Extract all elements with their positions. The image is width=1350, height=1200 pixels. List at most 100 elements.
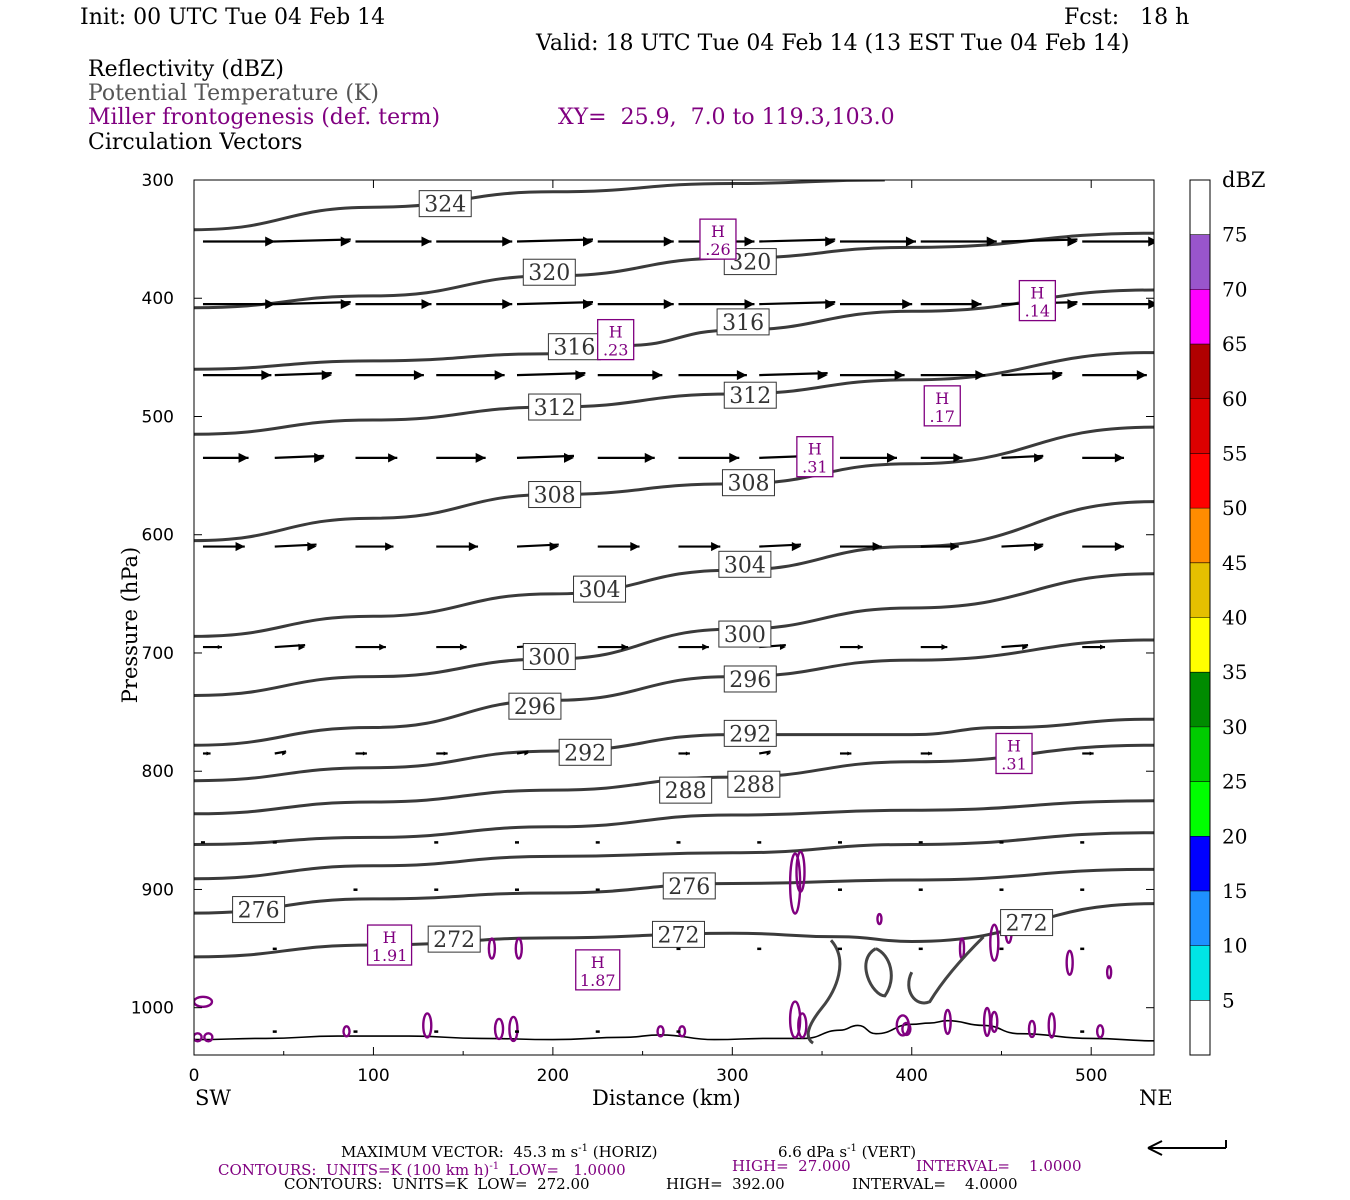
frontogenesis-max-label: H.17 xyxy=(923,385,961,427)
svg-text:276: 276 xyxy=(238,899,280,924)
wind-vector xyxy=(597,541,640,552)
wind-vector-stub xyxy=(918,841,923,844)
footer-max-vector-vert: 6.6 dPa s-1 (VERT) xyxy=(778,1143,917,1161)
wind-vector xyxy=(436,236,513,247)
footer-contours-theta-high: HIGH= 392.00 xyxy=(666,1175,785,1193)
wind-vector xyxy=(759,541,802,552)
y-tick-label: 700 xyxy=(142,644,174,664)
colorbar-segment xyxy=(1190,508,1210,563)
wind-vector-stub xyxy=(272,841,277,844)
colorbar-segment xyxy=(1190,234,1210,290)
field-reflectivity: Reflectivity (dBZ) xyxy=(88,57,284,82)
isentrope-288 xyxy=(194,743,1154,816)
wind-vector xyxy=(516,299,594,310)
svg-text:300: 300 xyxy=(724,623,766,648)
wind-vector xyxy=(597,236,674,247)
svg-text:276: 276 xyxy=(668,875,710,900)
frontogenesis-contour xyxy=(1027,1019,1037,1039)
wind-vector xyxy=(516,370,586,381)
wind-vector xyxy=(202,370,272,381)
frontogenesis-contour xyxy=(990,1010,999,1034)
wind-vector xyxy=(920,542,959,551)
x-tick-label: 0 xyxy=(189,1066,200,1086)
frontogenesis-max-label: H.26 xyxy=(699,218,737,260)
svg-text:H: H xyxy=(383,928,397,947)
frontogenesis-contour xyxy=(1065,949,1074,976)
svg-text:1.87: 1.87 xyxy=(580,971,616,990)
isentrope-292 xyxy=(194,717,1154,783)
x-tick-label: 400 xyxy=(896,1066,928,1086)
frontogenesis-contour xyxy=(989,923,1000,962)
wind-vector-stub xyxy=(353,1030,358,1033)
svg-text:292: 292 xyxy=(729,722,771,747)
svg-text:H: H xyxy=(935,389,949,408)
svg-text:296: 296 xyxy=(729,668,771,693)
colorbar-label: 60 xyxy=(1222,387,1247,411)
y-tick-label: 600 xyxy=(142,526,174,546)
wind-vector-stub xyxy=(595,841,600,844)
wind-vector-stub xyxy=(837,888,842,891)
isentrope-label-304: 304 xyxy=(573,575,627,603)
x-tick-label: 500 xyxy=(1075,1066,1107,1086)
wind-vector-stub xyxy=(514,1030,519,1033)
colorbar-label: 10 xyxy=(1222,934,1247,958)
isentrope-label-324: 324 xyxy=(418,190,472,218)
colorbar-segment xyxy=(1190,453,1210,509)
wind-vector-stub xyxy=(353,888,358,891)
frontogenesis-max-label: H.31 xyxy=(796,436,834,478)
isentrope-label-312: 312 xyxy=(528,393,582,421)
colorbar-label: 5 xyxy=(1222,988,1235,1012)
svg-text:H: H xyxy=(609,323,623,342)
wind-vector xyxy=(1001,541,1044,552)
svg-text:300: 300 xyxy=(528,646,570,671)
svg-text:308: 308 xyxy=(534,484,576,509)
isentrope-label-292: 292 xyxy=(723,719,777,747)
wind-vector xyxy=(839,541,882,552)
frontogenesis-contour xyxy=(1047,1012,1056,1039)
wind-vector xyxy=(920,299,982,310)
colorbar-segment xyxy=(1190,836,1210,891)
frontogenesis-max-label: H.14 xyxy=(1018,279,1057,322)
colorbar-label: 55 xyxy=(1222,441,1247,465)
footer-contours-frontogenesis: CONTOURS: UNITS=K (100 km h)-1 LOW= 1.00… xyxy=(218,1161,626,1179)
svg-text:292: 292 xyxy=(564,741,606,766)
frontogenesis-contour xyxy=(194,995,214,1008)
wind-vector xyxy=(202,751,211,756)
svg-text:H: H xyxy=(711,222,725,241)
svg-text:272: 272 xyxy=(1006,912,1048,937)
svg-text:1.91: 1.91 xyxy=(372,946,408,965)
colorbar-segment xyxy=(1190,562,1210,618)
svg-text:308: 308 xyxy=(727,472,769,497)
isentrope-label-272: 272 xyxy=(1000,909,1054,937)
footer-contours-theta-interval: INTERVAL= 4.0000 xyxy=(852,1175,1018,1193)
wind-vector-stub xyxy=(757,841,762,844)
terrain-line xyxy=(194,1019,1154,1042)
wind-vector-stub xyxy=(595,888,600,891)
frontogenesis-contour xyxy=(508,1015,519,1043)
wind-vector xyxy=(1082,644,1106,650)
wind-vector xyxy=(516,236,594,247)
colorbar-segment xyxy=(1190,1000,1210,1055)
wind-vector xyxy=(355,643,386,651)
wind-vector xyxy=(678,370,747,381)
svg-text:.31: .31 xyxy=(802,458,827,477)
isentrope-label-288: 288 xyxy=(727,770,781,798)
wind-vector-stub xyxy=(1080,841,1085,844)
svg-text:296: 296 xyxy=(514,695,556,720)
x-axis-label: Distance (km) xyxy=(592,1086,741,1110)
wind-vector xyxy=(274,452,325,463)
colorbar-label: 20 xyxy=(1222,824,1247,848)
wind-vector xyxy=(355,299,432,310)
wind-vector xyxy=(436,452,486,463)
wind-vector-stub xyxy=(918,888,923,891)
y-tick-label: 500 xyxy=(142,407,174,427)
wind-vector xyxy=(920,453,963,463)
y-tick-label: 900 xyxy=(142,880,174,900)
wind-vector xyxy=(920,644,948,650)
colorbar-label: 25 xyxy=(1222,770,1247,794)
wind-vector xyxy=(355,370,424,381)
y-tick-label: 400 xyxy=(142,289,174,309)
frontogenesis-contour xyxy=(203,1032,214,1043)
isentrope-300 xyxy=(194,572,1154,697)
isentrope-label-308: 308 xyxy=(528,481,582,509)
